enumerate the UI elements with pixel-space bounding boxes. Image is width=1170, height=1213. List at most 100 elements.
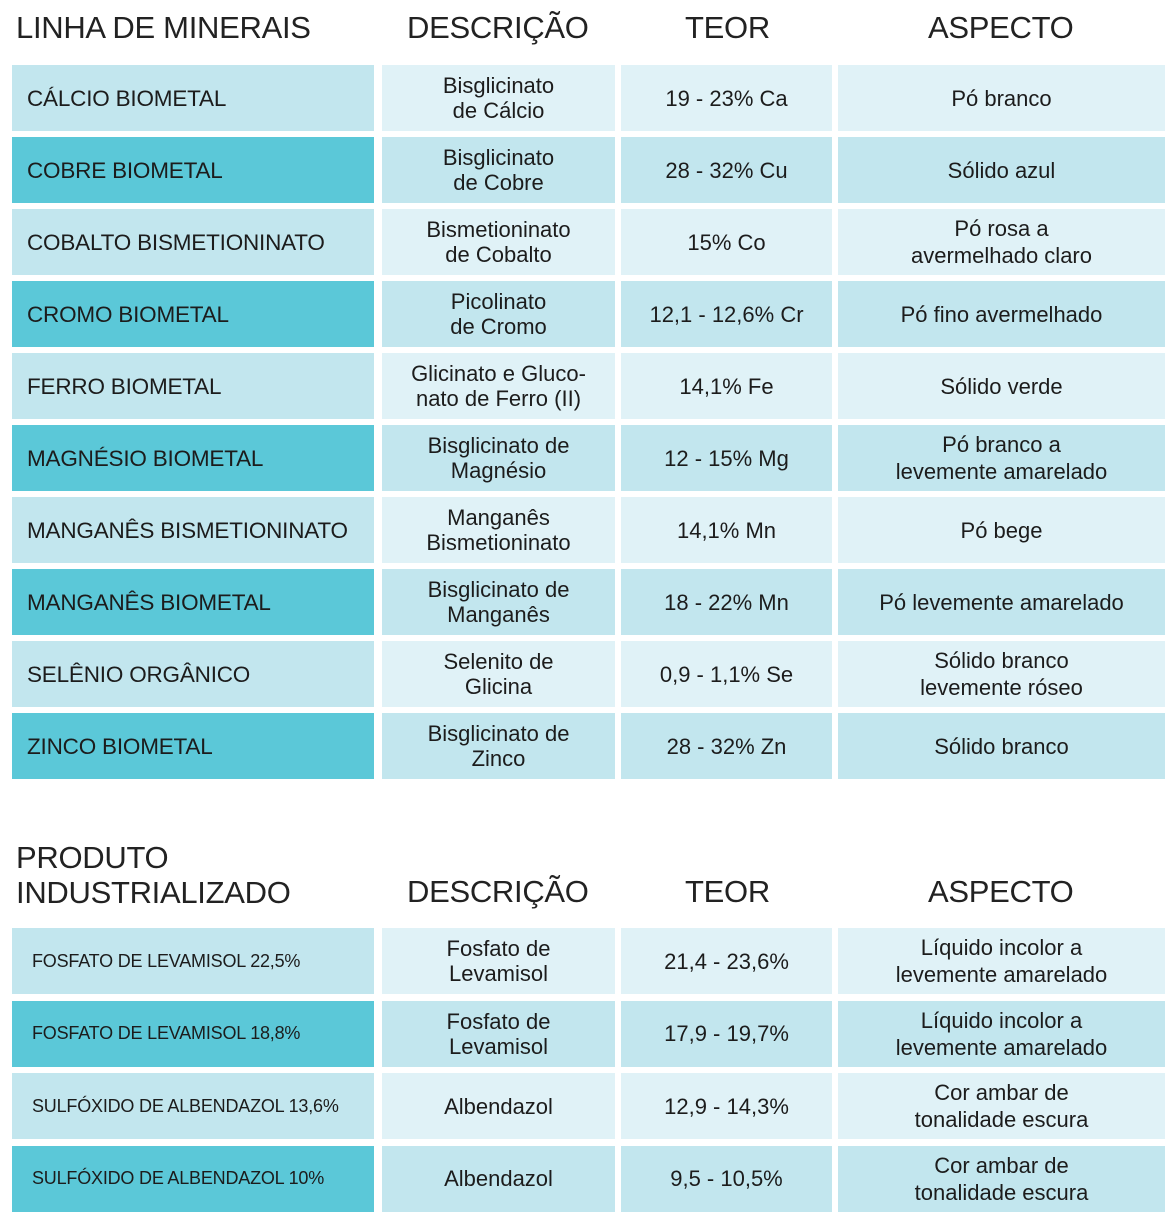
row-description: Bisglicinato de Manganês: [382, 569, 615, 635]
row-content: 0,9 - 1,1% Se: [621, 641, 832, 707]
row-content-text: 19 - 23% Ca: [665, 85, 788, 111]
row-description-text: Albendazol: [444, 1093, 553, 1119]
row-description-text: Manganês Bismetioninato: [426, 505, 571, 555]
row-description: Bisglicinato de Cobre: [382, 137, 615, 203]
row-content-text: 9,5 - 10,5%: [670, 1166, 783, 1191]
row-name: MANGANÊS BIOMETAL: [12, 569, 374, 635]
row-content-text: 28 - 32% Cu: [665, 157, 788, 183]
row-name: CÁLCIO BIOMETAL: [12, 65, 374, 131]
table-row: CÁLCIO BIOMETAL Bisglicinato de Cálcio 19 …: [0, 65, 1170, 131]
row-aspect: Pó branco: [838, 65, 1165, 131]
table-row: MAGNÉSIO BIOMETAL Bisglicinato de Magnési…: [0, 425, 1170, 491]
row-name-text: MANGANÊS BIOMETAL: [27, 589, 271, 615]
row-content: 9,5 - 10,5%: [621, 1145, 832, 1212]
row-content: 17,9 - 19,7%: [621, 1000, 832, 1067]
row-content-text: 28 - 32% Zn: [666, 733, 787, 759]
row-aspect-text: Líquido incolor a levemente amarelado: [895, 935, 1108, 987]
row-content-text: 21,4 - 23,6%: [664, 948, 789, 974]
row-aspect-text: Sólido branco levemente róseo: [920, 648, 1083, 700]
minerals-header-content: TEOR: [685, 10, 770, 45]
industrial-header-description: DESCRIÇÃO: [407, 874, 589, 909]
row-name-text: FERRO BIOMETAL: [27, 373, 222, 399]
row-name-text: COBALTO BISMETIONINATO: [27, 229, 325, 255]
row-aspect-text: Líquido incolor a levemente amarelado: [895, 1007, 1108, 1060]
row-content-text: 12,9 - 14,3%: [664, 1093, 789, 1119]
row-content: 12,9 - 14,3%: [621, 1073, 832, 1139]
table-row: CROMO BIOMETAL Picolinato de Cromo 12,1 - …: [0, 281, 1170, 347]
row-aspect: Sólido branco: [838, 713, 1165, 779]
row-description: Manganês Bismetioninato: [382, 497, 615, 563]
row-content-text: 14,1% Mn: [676, 517, 777, 543]
row-aspect-text: Pó rosa a avermelhado claro: [911, 216, 1092, 268]
row-name-text: SULFÓXIDO DE ALBENDAZOL 13,6%: [32, 1095, 339, 1116]
row-description-text: Bismetioninato de Cobalto: [426, 217, 571, 267]
table-row: SELÊNIO ORGÂNICO Selenito de Glicina 0,9 -…: [0, 641, 1170, 707]
row-name: FOSFATO DE LEVAMISOL 22,5%: [12, 928, 374, 994]
row-aspect: Pó levemente amarelado: [838, 569, 1165, 635]
row-aspect: Pó bege: [838, 497, 1165, 563]
row-name: SELÊNIO ORGÂNICO: [12, 641, 374, 707]
table-row: ZINCO BIOMETAL Bisglicinato de Zinco 28 - …: [0, 713, 1170, 779]
row-content-text: 18 - 22% Mn: [664, 589, 789, 615]
row-description-text: Fosfato de Levamisol: [446, 1008, 551, 1059]
row-description-text: Fosfato de Levamisol: [446, 936, 551, 986]
row-description-text: Bisglicinato de Magnésio: [427, 433, 570, 483]
row-description: Fosfato de Levamisol: [382, 928, 615, 994]
row-aspect: Sólido branco levemente róseo: [838, 641, 1165, 707]
minerals-header-name: LINHA DE MINERAIS: [16, 10, 311, 45]
row-content-text: 14,1% Fe: [679, 373, 774, 399]
row-content-text: 12 - 15% Mg: [664, 445, 789, 471]
row-aspect: Líquido incolor a levemente amarelado: [838, 928, 1165, 994]
row-aspect: Cor ambar de tonalidade escura: [838, 1145, 1165, 1212]
row-description-text: Bisglicinato de Cobre: [442, 145, 555, 195]
row-aspect-text: Sólido azul: [947, 157, 1056, 183]
row-aspect-text: Sólido branco: [934, 733, 1069, 759]
table-row: COBALTO BISMETIONINATO Bismetioninato de …: [0, 209, 1170, 275]
table-row: FOSFATO DE LEVAMISOL 22,5% Fosfato de Lev…: [0, 928, 1170, 994]
row-description-text: Bisglicinato de Cálcio: [442, 73, 555, 123]
row-aspect: Sólido verde: [838, 353, 1165, 419]
row-description-text: Bisglicinato de Zinco: [427, 721, 570, 771]
row-name-text: SULFÓXIDO DE ALBENDAZOL 10%: [32, 1168, 325, 1188]
row-description: Selenito de Glicina: [382, 641, 615, 707]
row-name-text: FOSFATO DE LEVAMISOL 18,8%: [32, 1023, 301, 1043]
row-name: FOSFATO DE LEVAMISOL 18,8%: [12, 1000, 374, 1067]
table-row: COBRE BIOMETAL Bisglicinato de Cobre 28 - …: [0, 137, 1170, 203]
row-name-text: ZINCO BIOMETAL: [27, 733, 213, 759]
minerals-header-description: DESCRIÇÃO: [407, 10, 589, 45]
row-description: Glicinato e Gluco- nato de Ferro (II): [382, 353, 615, 419]
row-name-text: COBRE BIOMETAL: [27, 157, 223, 183]
row-content-text: 17,9 - 19,7%: [664, 1021, 789, 1046]
row-description: Albendazol: [382, 1145, 615, 1212]
row-name: MAGNÉSIO BIOMETAL: [12, 425, 374, 491]
row-content: 19 - 23% Ca: [621, 65, 832, 131]
row-name: CROMO BIOMETAL: [12, 281, 374, 347]
row-content: 21,4 - 23,6%: [621, 928, 832, 994]
row-aspect: Líquido incolor a levemente amarelado: [838, 1000, 1165, 1067]
industrial-header-name: PRODUTO INDUSTRIALIZADO: [16, 840, 291, 910]
row-description: Fosfato de Levamisol: [382, 1000, 615, 1067]
row-aspect-text: Pó branco: [951, 85, 1052, 111]
row-aspect: Sólido azul: [838, 137, 1165, 203]
row-aspect-text: Cor ambar de tonalidade escura: [914, 1152, 1089, 1205]
row-name: ZINCO BIOMETAL: [12, 713, 374, 779]
row-aspect-text: Sólido verde: [940, 373, 1063, 399]
row-name: MANGANÊS BISMETIONINATO: [12, 497, 374, 563]
row-aspect-text: Pó bege: [960, 517, 1043, 543]
row-description-text: Bisglicinato de Manganês: [427, 577, 570, 627]
row-content: 15% Co: [621, 209, 832, 275]
minerals-header-aspect: ASPECTO: [928, 10, 1074, 45]
table-row: FERRO BIOMETAL Glicinato e Gluco- nato de…: [0, 353, 1170, 419]
table-row: MANGANÊS BISMETIONINATO Manganês Bismetio…: [0, 497, 1170, 563]
row-description: Bisglicinato de Cálcio: [382, 65, 615, 131]
row-description-text: Glicinato e Gluco- nato de Ferro (II): [411, 361, 586, 411]
row-aspect-text: Cor ambar de tonalidade escura: [914, 1080, 1089, 1132]
row-name-text: CROMO BIOMETAL: [27, 301, 229, 327]
row-aspect: Pó rosa a avermelhado claro: [838, 209, 1165, 275]
row-description-text: Picolinato de Cromo: [450, 289, 547, 339]
row-aspect: Cor ambar de tonalidade escura: [838, 1073, 1165, 1139]
row-name-text: MAGNÉSIO BIOMETAL: [27, 445, 264, 471]
row-name-text: SELÊNIO ORGÂNICO: [27, 661, 251, 687]
row-name: FERRO BIOMETAL: [12, 353, 374, 419]
row-content: 28 - 32% Cu: [621, 137, 832, 203]
